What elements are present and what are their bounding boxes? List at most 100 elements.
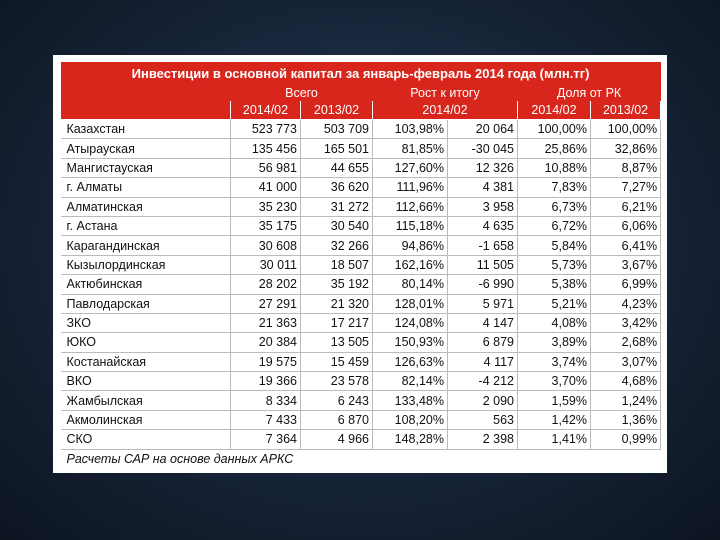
value-cell: 56 981 — [230, 158, 301, 179]
value-cell: 7 364 — [230, 429, 301, 450]
value-cell: 2,68% — [590, 332, 662, 353]
value-cell: 30 011 — [230, 255, 301, 276]
period-header: 2014/02 — [230, 101, 301, 120]
value-cell: 112,66% — [372, 197, 448, 217]
region-name: Алматинская — [60, 197, 231, 217]
value-cell: 1,41% — [517, 429, 591, 450]
region-name: Казахстан — [60, 119, 231, 140]
region-name: Костанайская — [60, 352, 231, 373]
value-cell: 4 381 — [447, 177, 518, 198]
table-row: ЗКО 21 363 17 217 124,08% 4 147 4,08% 3,42% — [60, 313, 662, 334]
value-cell: 563 — [447, 410, 518, 431]
header-cell — [60, 84, 231, 101]
value-cell: 162,16% — [372, 255, 448, 276]
value-cell: 18 507 — [300, 255, 373, 276]
value-cell: 36 620 — [300, 177, 373, 198]
table-row: Костанайская 19 575 15 459 126,63% 4 117 3,74… — [60, 352, 662, 373]
value-cell: 6 870 — [300, 410, 373, 431]
value-cell: 128,01% — [372, 294, 448, 314]
value-cell: 148,28% — [372, 429, 448, 450]
value-cell: 8,87% — [590, 158, 662, 179]
value-cell: 100,00% — [517, 119, 591, 140]
value-cell: 2 398 — [447, 429, 518, 450]
value-cell: 4 117 — [447, 352, 518, 373]
value-cell: 1,24% — [590, 390, 662, 411]
table-row: Кызылординская 30 011 18 507 162,16% 11 505 5… — [60, 255, 662, 276]
period-header: 2014/02 — [372, 101, 518, 120]
value-cell: 19 366 — [230, 371, 301, 392]
value-cell: 127,60% — [372, 158, 448, 179]
value-cell: 6 243 — [300, 390, 373, 411]
table-body: Казахстан 523 773 503 709 103,98% 20 064 100,… — [60, 119, 662, 450]
value-cell: 523 773 — [230, 119, 301, 140]
value-cell: -30 045 — [447, 138, 518, 159]
value-cell: 3,67% — [590, 255, 662, 276]
value-cell: 6,21% — [590, 197, 662, 217]
value-cell: 7,27% — [590, 177, 662, 198]
value-cell: 7,83% — [517, 177, 591, 198]
period-header: 2014/02 — [517, 101, 591, 120]
region-name: ВКО — [60, 371, 231, 392]
table: Инвестиции в основной капитал за январь-… — [60, 62, 662, 468]
value-cell: 30 540 — [300, 216, 373, 237]
value-cell: 32 266 — [300, 235, 373, 256]
table-row: Жамбылская 8 334 6 243 133,48% 2 090 1,59% 1,2… — [60, 390, 662, 411]
value-cell: 3,74% — [517, 352, 591, 373]
value-cell: 32,86% — [590, 138, 662, 159]
period-header: 2013/02 — [589, 101, 662, 120]
value-cell: 21 320 — [300, 294, 373, 314]
value-cell: 21 363 — [230, 313, 301, 334]
value-cell: 82,14% — [372, 371, 448, 392]
value-cell: 17 217 — [300, 313, 373, 334]
region-name: г. Алматы — [60, 177, 231, 198]
value-cell: 27 291 — [230, 294, 301, 314]
value-cell: 165 501 — [300, 138, 373, 159]
table-row: ВКО 19 366 23 578 82,14% -4 212 3,70% 4,68% — [60, 371, 662, 392]
value-cell: 30 608 — [230, 235, 301, 256]
region-name: г. Астана — [60, 216, 231, 237]
value-cell: 5,73% — [517, 255, 591, 276]
value-cell: -1 658 — [447, 235, 518, 256]
value-cell: 13 505 — [300, 332, 373, 353]
value-cell: 6,99% — [590, 274, 662, 295]
value-cell: 19 575 — [230, 352, 301, 373]
value-cell: 3,70% — [517, 371, 591, 392]
value-cell: 10,88% — [517, 158, 591, 179]
table-row: Актюбинская 28 202 35 192 80,14% -6 990 5,38%… — [60, 274, 662, 295]
value-cell: 126,63% — [372, 352, 448, 373]
region-name: Карагандинская — [60, 235, 231, 256]
value-cell: 2 090 — [447, 390, 518, 411]
value-cell: 0,99% — [590, 429, 662, 450]
table-row: Атырауская 135 456 165 501 81,85% -30 045 25,… — [60, 138, 662, 159]
value-cell: 503 709 — [300, 119, 373, 140]
value-cell: 133,48% — [372, 390, 448, 411]
region-name: ЮКО — [60, 332, 231, 353]
table-row: Павлодарская 27 291 21 320 128,01% 5 971 5,21… — [60, 294, 662, 314]
value-cell: 81,85% — [372, 138, 448, 159]
value-cell: 3 958 — [447, 197, 518, 217]
value-cell: 1,42% — [517, 410, 591, 431]
value-cell: 23 578 — [300, 371, 373, 392]
value-cell: 12 326 — [447, 158, 518, 179]
value-cell: 6,06% — [590, 216, 662, 237]
period-header: 2013/02 — [300, 101, 373, 120]
value-cell: -4 212 — [447, 371, 518, 392]
region-name: СКО — [60, 429, 231, 450]
value-cell: 3,42% — [590, 313, 662, 334]
table-row: Карагандинская 30 608 32 266 94,86% -1 658 5,… — [60, 235, 662, 256]
table-row: ЮКО 20 384 13 505 150,93% 6 879 3,89% 2,68% — [60, 332, 662, 353]
table-row: Акмолинская 7 433 6 870 108,20% 563 1,42% 1,36… — [60, 410, 662, 431]
value-cell: 103,98% — [372, 119, 448, 140]
value-cell: 44 655 — [300, 158, 373, 179]
value-cell: 115,18% — [372, 216, 448, 237]
value-cell: 111,96% — [372, 177, 448, 198]
value-cell: 80,14% — [372, 274, 448, 295]
region-name: ЗКО — [60, 313, 231, 334]
region-name: Павлодарская — [60, 294, 231, 314]
region-name: Мангистауская — [60, 158, 231, 179]
table-row: Алматинская 35 230 31 272 112,66% 3 958 6,73%… — [60, 197, 662, 217]
table-row: Мангистауская 56 981 44 655 127,60% 12 326 10… — [60, 158, 662, 179]
table-row: Казахстан 523 773 503 709 103,98% 20 064 100,… — [60, 119, 662, 140]
value-cell: 3,89% — [517, 332, 591, 353]
region-name: Акмолинская — [60, 410, 231, 431]
